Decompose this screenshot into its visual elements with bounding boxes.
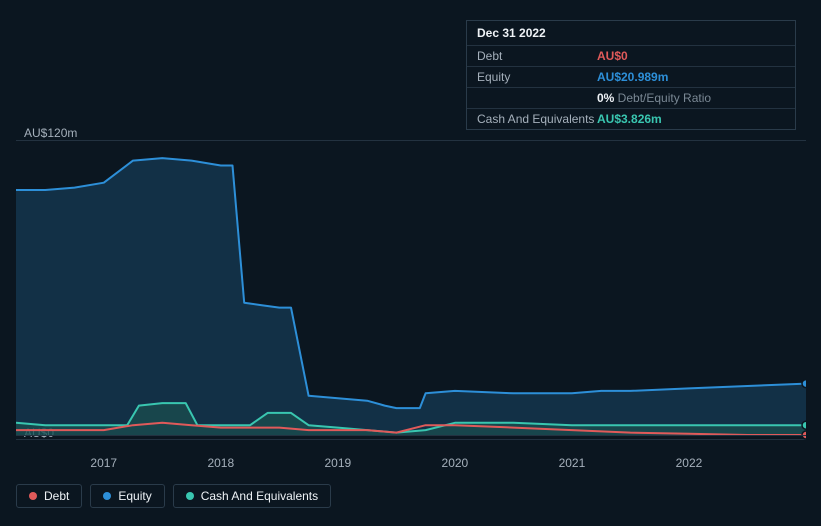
tooltip-label: Debt xyxy=(477,49,597,63)
tooltip-label: Cash And Equivalents xyxy=(477,112,597,126)
tooltip-value: 0% Debt/Equity Ratio xyxy=(597,91,711,105)
x-tick-label: 2017 xyxy=(90,456,117,470)
legend-swatch xyxy=(186,492,194,500)
x-tick-label: 2020 xyxy=(442,456,469,470)
chart-container: Dec 31 2022DebtAU$0EquityAU$20.989m0% De… xyxy=(0,0,821,526)
x-tick-label: 2018 xyxy=(207,456,234,470)
tooltip-row: EquityAU$20.989m xyxy=(467,67,795,88)
legend-item-equity[interactable]: Equity xyxy=(90,484,164,508)
tooltip-row: Cash And EquivalentsAU$3.826m xyxy=(467,109,795,129)
endpoint-equity xyxy=(802,380,806,388)
x-tick-label: 2021 xyxy=(559,456,586,470)
chart-tooltip: Dec 31 2022DebtAU$0EquityAU$20.989m0% De… xyxy=(466,20,796,130)
tooltip-row: DebtAU$0 xyxy=(467,46,795,67)
tooltip-date: Dec 31 2022 xyxy=(467,21,795,46)
tooltip-label: Equity xyxy=(477,70,597,84)
tooltip-value: AU$3.826m xyxy=(597,112,662,126)
legend-swatch xyxy=(29,492,37,500)
tooltip-label xyxy=(477,91,597,105)
endpoint-cash xyxy=(802,421,806,429)
legend-label: Debt xyxy=(44,489,69,503)
plot-area[interactable] xyxy=(16,140,806,440)
legend-item-cash-and-equivalents[interactable]: Cash And Equivalents xyxy=(173,484,331,508)
legend-item-debt[interactable]: Debt xyxy=(16,484,82,508)
tooltip-value: AU$0 xyxy=(597,49,628,63)
x-tick-label: 2019 xyxy=(324,456,351,470)
tooltip-row: 0% Debt/Equity Ratio xyxy=(467,88,795,109)
chart-svg xyxy=(16,141,806,441)
y-axis-top-label: AU$120m xyxy=(24,126,77,140)
baseline-gridline xyxy=(16,435,806,436)
chart-legend: Debt Equity Cash And Equivalents xyxy=(16,484,331,508)
legend-swatch xyxy=(103,492,111,500)
area-equity xyxy=(16,158,806,435)
legend-label: Cash And Equivalents xyxy=(201,489,318,503)
tooltip-value: AU$20.989m xyxy=(597,70,668,84)
legend-label: Equity xyxy=(118,489,151,503)
x-tick-label: 2022 xyxy=(676,456,703,470)
